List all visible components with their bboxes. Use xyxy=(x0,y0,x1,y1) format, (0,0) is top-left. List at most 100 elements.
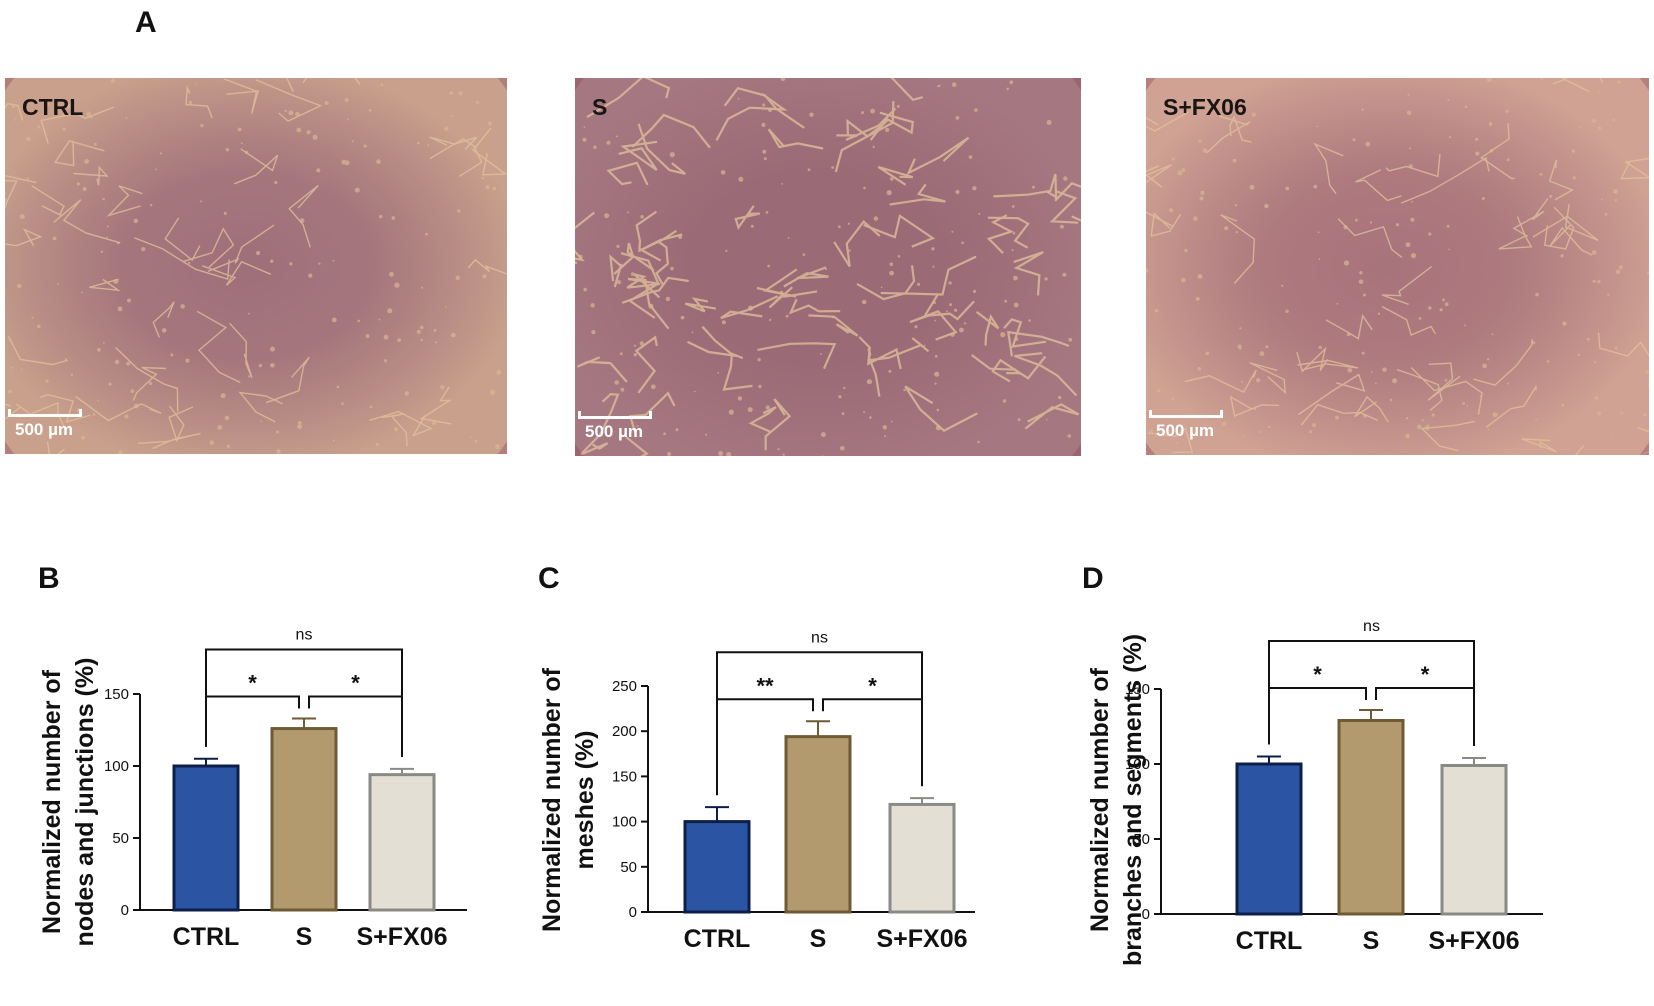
significance-label: * xyxy=(351,670,360,695)
micrograph-shading xyxy=(1146,78,1649,455)
cell xyxy=(1597,411,1602,416)
tube xyxy=(89,278,121,292)
cell xyxy=(159,152,162,155)
tube xyxy=(223,78,260,114)
tube xyxy=(1249,362,1287,395)
tube xyxy=(369,410,433,437)
cell xyxy=(809,112,814,117)
cell xyxy=(391,216,396,220)
cell xyxy=(863,186,866,190)
cell xyxy=(1405,417,1409,420)
tube xyxy=(1473,339,1533,386)
scale-bar xyxy=(1149,410,1223,418)
cell xyxy=(948,281,952,285)
tube xyxy=(152,301,175,338)
y-tick-label: 0 xyxy=(629,904,637,921)
cell xyxy=(331,317,337,323)
cell xyxy=(1409,147,1412,150)
cell xyxy=(421,286,424,289)
tube xyxy=(115,346,179,413)
cell xyxy=(1046,120,1052,125)
tube xyxy=(1006,330,1070,357)
cell xyxy=(394,282,400,288)
micrograph-ctrl-label: CTRL xyxy=(22,94,84,120)
cell xyxy=(225,148,230,152)
cell xyxy=(726,452,732,456)
y-axis-label-line: branches and segments (%) xyxy=(1119,634,1147,966)
cell xyxy=(1600,198,1603,201)
cell xyxy=(354,187,360,193)
tube xyxy=(1045,182,1081,202)
tube xyxy=(748,406,777,433)
cell xyxy=(633,353,637,357)
cell xyxy=(888,369,892,373)
cell xyxy=(81,291,83,294)
cell xyxy=(450,332,456,338)
cell xyxy=(973,289,977,293)
cell xyxy=(130,389,135,394)
significance-label: * xyxy=(1421,662,1430,687)
cell xyxy=(379,214,383,219)
cell xyxy=(270,259,274,263)
cell xyxy=(10,366,13,369)
cell xyxy=(276,449,281,454)
cell xyxy=(346,118,349,121)
tube xyxy=(856,265,916,301)
tube xyxy=(715,93,788,141)
cell xyxy=(332,259,335,262)
cell xyxy=(223,211,227,215)
cell xyxy=(838,395,842,399)
cell xyxy=(1594,396,1599,400)
cell xyxy=(1251,112,1256,117)
tube xyxy=(382,413,408,447)
cell xyxy=(870,108,875,114)
chart-b: 0 50 100 150 CTRL S S+FX06 * * ns Normalized numbe… xyxy=(38,626,467,951)
cell xyxy=(667,452,672,456)
cell xyxy=(376,159,381,164)
tube xyxy=(134,237,230,281)
cell xyxy=(133,218,139,224)
tube xyxy=(1560,78,1604,93)
micrograph-ctrl: CTRL 500 µm xyxy=(5,78,507,454)
cell xyxy=(209,440,214,445)
cell xyxy=(1235,231,1238,234)
y-tick-label: 50 xyxy=(620,859,637,876)
cell xyxy=(481,176,485,180)
cell xyxy=(1171,157,1175,161)
cell xyxy=(224,415,230,421)
cell xyxy=(1539,172,1543,176)
tube xyxy=(5,174,37,195)
cell xyxy=(86,111,92,117)
cell xyxy=(1059,224,1064,229)
cell xyxy=(663,432,666,436)
tube xyxy=(75,395,162,422)
tube xyxy=(1354,395,1389,423)
cell xyxy=(1197,274,1203,279)
tube xyxy=(238,391,283,423)
cell xyxy=(1362,293,1366,297)
cell xyxy=(691,331,694,334)
cell xyxy=(1411,201,1413,203)
y-axis-label-line: Normalized number of xyxy=(38,669,66,934)
y-axis-label: Normalized number of nodes and junctions … xyxy=(38,658,99,947)
cell xyxy=(825,268,828,271)
cell xyxy=(946,310,948,313)
cell xyxy=(768,108,773,113)
cell xyxy=(785,314,789,318)
cell xyxy=(306,130,311,135)
tube xyxy=(1220,214,1256,284)
cell xyxy=(1618,265,1623,270)
cell xyxy=(640,215,644,219)
cell xyxy=(615,135,618,138)
cell xyxy=(445,306,447,308)
cell xyxy=(336,385,340,389)
micrograph-s-image xyxy=(575,78,1081,456)
cell xyxy=(1506,382,1509,385)
cell xyxy=(1491,333,1494,336)
tube xyxy=(575,211,595,265)
significance-label: ns xyxy=(811,629,828,646)
tube xyxy=(684,297,716,313)
cell xyxy=(318,262,321,265)
cell xyxy=(1395,223,1400,227)
cell xyxy=(831,166,834,169)
